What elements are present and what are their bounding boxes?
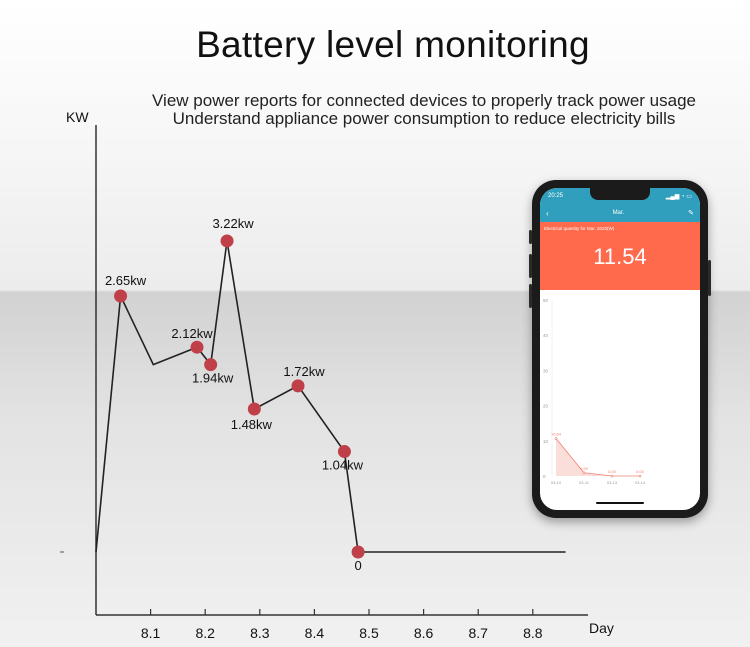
- app-nav-bar: ‹ Mar. ✎: [540, 204, 700, 222]
- status-time: 20:25: [548, 193, 564, 199]
- phone-mockup: 20:25 ▂▄▆ ◔ ▭ ‹ Mar. ✎ Electrical quanti…: [529, 180, 711, 518]
- status-icons: ▂▄▆ ◔ ▭: [665, 193, 692, 200]
- mini-point-marker: [582, 471, 586, 475]
- mini-point-label: 0.90: [580, 466, 589, 471]
- data-point-label: 2.65kw: [105, 273, 147, 288]
- back-icon[interactable]: ‹: [546, 208, 549, 218]
- mini-y-tick-label: 50: [543, 298, 549, 303]
- summary-caption: Electrical quantity for Mar. 2020(W): [544, 226, 615, 231]
- x-tick-label: 8.5: [359, 625, 379, 641]
- data-point-marker: [247, 402, 261, 416]
- page-subtitle: View power reports for connected devices…: [152, 91, 696, 128]
- summary-value: 11.54: [593, 244, 647, 269]
- phone-screen: 20:25 ▂▄▆ ◔ ▭ ‹ Mar. ✎ Electrical quanti…: [540, 188, 700, 510]
- x-tick-label: 8.1: [141, 625, 161, 641]
- data-point-marker: [204, 358, 218, 372]
- mini-point-marker: [554, 437, 558, 440]
- phone-volume-down: [529, 284, 532, 308]
- data-point-label: 1.72kw: [283, 364, 325, 379]
- mini-point-marker: [610, 474, 614, 478]
- mini-y-tick-label: 0: [543, 474, 546, 479]
- data-point-marker: [190, 340, 204, 354]
- mini-point-label: 0.00: [636, 469, 645, 474]
- mini-point-marker: [638, 474, 642, 478]
- x-tick-label: 8.6: [414, 625, 434, 641]
- data-point-label: 1.48kw: [231, 417, 273, 432]
- data-point-marker: [220, 234, 234, 248]
- x-tick-label: 8.4: [305, 625, 325, 641]
- mini-chart-area: [556, 438, 640, 476]
- mini-chart-line: [555, 438, 640, 477]
- energy-summary-card: Electrical quantity for Mar. 2020(W) 11.…: [540, 222, 700, 290]
- series-line: [95, 240, 566, 553]
- data-point-label: 0: [354, 558, 361, 573]
- edit-icon[interactable]: ✎: [688, 210, 694, 217]
- x-axis-label: Day: [589, 620, 614, 636]
- mini-y-tick-label: 30: [543, 368, 549, 373]
- mini-x-tick-label: 03-11: [579, 480, 590, 485]
- mini-y-tick-label: 10: [543, 439, 549, 444]
- data-point-marker: [337, 445, 351, 459]
- x-tick-label: 8.7: [468, 625, 488, 641]
- phone-volume-up: [529, 254, 532, 278]
- x-tick-label: 8.2: [195, 625, 215, 641]
- mini-x-tick-label: 03-10: [551, 480, 562, 485]
- phone-side-button: [529, 230, 532, 244]
- mini-y-tick-label: 20: [543, 404, 549, 409]
- mini-point-label: 10.64: [551, 432, 562, 437]
- mini-point-label: 0.00: [608, 469, 617, 474]
- phone-power-button: [708, 260, 711, 296]
- data-point-label: 2.12kw: [171, 326, 213, 341]
- mini-chart: 50 40 30 20 10 0 10.64 03-10 0.90 03-11 0.00 03-13…: [543, 298, 646, 485]
- data-point-label: 3.22kw: [212, 216, 254, 231]
- x-tick-label: 8.3: [250, 625, 270, 641]
- home-indicator: [596, 502, 644, 504]
- mini-x-tick-label: 03-13: [607, 480, 618, 485]
- data-point-label: 1.04kw: [322, 458, 364, 473]
- data-point-marker: [114, 289, 128, 303]
- page-title: Battery level monitoring: [196, 24, 590, 65]
- x-tick-label: 8.8: [523, 625, 543, 641]
- data-point-marker: [351, 545, 365, 559]
- data-point-label: 1.94kw: [192, 371, 234, 386]
- mini-y-tick-label: 40: [543, 333, 549, 338]
- data-point-marker: [291, 379, 305, 393]
- phone-notch: [590, 188, 650, 200]
- y-axis-label: KW: [66, 109, 89, 125]
- mini-x-tick-label: 03-14: [635, 480, 646, 485]
- nav-title: Mar.: [612, 210, 625, 216]
